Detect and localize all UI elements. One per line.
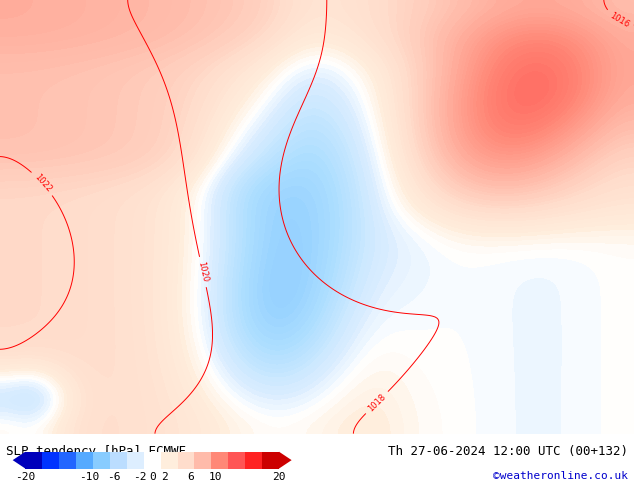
Bar [178, 452, 195, 468]
Text: 6: 6 [187, 472, 193, 482]
Text: 20: 20 [272, 472, 286, 482]
FancyArrow shape [13, 452, 25, 468]
Text: 1016: 1016 [608, 11, 631, 29]
Bar [245, 452, 262, 468]
Text: 2: 2 [162, 472, 168, 482]
Text: -10: -10 [79, 472, 99, 482]
Text: Th 27-06-2024 12:00 UTC (00+132): Th 27-06-2024 12:00 UTC (00+132) [387, 445, 628, 458]
Text: -2: -2 [133, 472, 146, 482]
Bar [110, 452, 127, 468]
Bar [42, 452, 59, 468]
Text: -6: -6 [107, 472, 121, 482]
Bar [127, 452, 144, 468]
Bar [160, 452, 178, 468]
Text: 1020: 1020 [197, 261, 210, 283]
Bar [93, 452, 110, 468]
Text: SLP tendency [hPa] ECMWF: SLP tendency [hPa] ECMWF [6, 445, 186, 458]
Bar [195, 452, 211, 468]
Bar [144, 452, 160, 468]
Bar [59, 452, 76, 468]
FancyArrow shape [279, 452, 292, 468]
Bar [76, 452, 93, 468]
Text: 0: 0 [149, 472, 155, 482]
Text: 1022: 1022 [32, 172, 53, 194]
Bar [25, 452, 42, 468]
Bar [228, 452, 245, 468]
Text: 10: 10 [209, 472, 223, 482]
Bar [262, 452, 279, 468]
Text: -20: -20 [15, 472, 36, 482]
Text: 1018: 1018 [366, 392, 387, 413]
Text: ©weatheronline.co.uk: ©weatheronline.co.uk [493, 471, 628, 481]
Bar [211, 452, 228, 468]
